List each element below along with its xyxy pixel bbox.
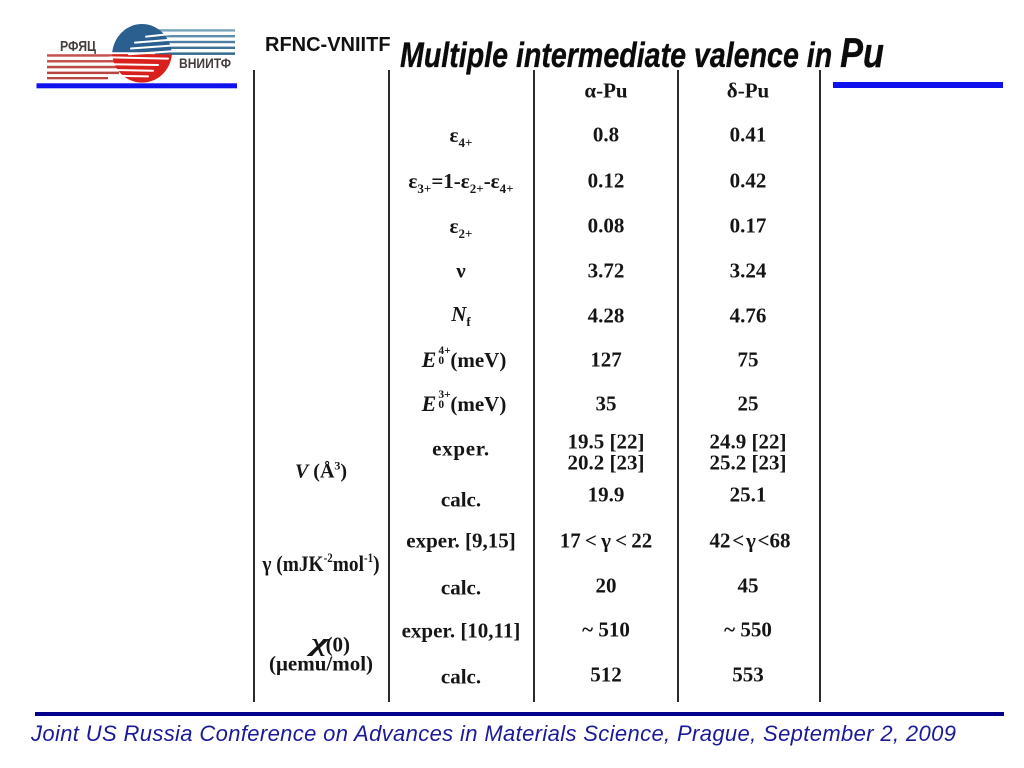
svg-text:ВНИИТФ: ВНИИТФ	[179, 55, 231, 71]
svg-text:РФЯЦ: РФЯЦ	[60, 38, 96, 55]
